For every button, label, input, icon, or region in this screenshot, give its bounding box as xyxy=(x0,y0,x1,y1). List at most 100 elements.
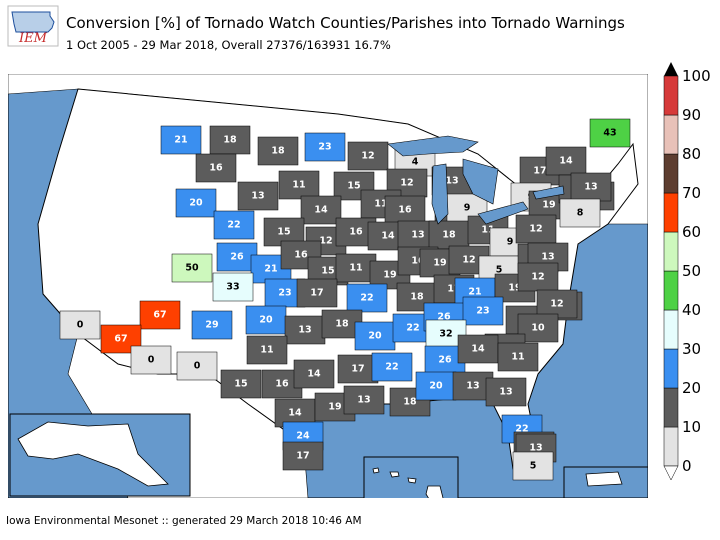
region-fill xyxy=(536,289,578,319)
region-fill xyxy=(545,146,587,176)
map-regions: 21 18 16 18 23 12 4 43 20 13 11 15 12 13 17 14 22 14 11 16 1… xyxy=(59,118,631,481)
region-fill xyxy=(346,283,388,313)
region-fill xyxy=(512,451,554,481)
region-label: 13 xyxy=(298,325,311,336)
region-fill xyxy=(335,253,377,283)
region-label: 13 xyxy=(466,381,479,392)
region-label: 14 xyxy=(381,231,395,242)
region-fill xyxy=(497,342,539,372)
region-50: 33 xyxy=(212,272,254,302)
region-label: 9 xyxy=(507,237,514,248)
region-fill xyxy=(216,242,258,272)
region-95: 17 xyxy=(282,441,324,471)
region-label: 17 xyxy=(533,166,546,177)
region-fill xyxy=(457,334,499,364)
lake-michigan xyxy=(431,163,449,225)
region-35: 12 xyxy=(515,214,557,244)
region-fill xyxy=(515,214,557,244)
colorbar-tick-90: 90 xyxy=(682,106,701,124)
region-8: 20 xyxy=(175,188,217,218)
region-label: 17 xyxy=(351,364,364,375)
puerto-rico-inset xyxy=(563,466,648,498)
region-36: 8 xyxy=(559,198,601,228)
region-61: 29 xyxy=(191,310,233,340)
region-label: 26 xyxy=(230,252,244,263)
region-label: 19 xyxy=(433,258,446,269)
region-37: 50 xyxy=(171,253,213,283)
region-53: 22 xyxy=(346,283,388,313)
region-label: 13 xyxy=(499,387,512,398)
region-fill xyxy=(293,359,335,389)
region-fill xyxy=(139,300,181,330)
region-label: 24 xyxy=(296,431,310,442)
region-77: 0 xyxy=(130,345,172,375)
lake-erie xyxy=(477,201,529,225)
region-fill xyxy=(559,198,601,228)
region-fill xyxy=(300,195,342,225)
region-fill xyxy=(428,220,470,250)
region-label: 14 xyxy=(307,369,321,380)
region-fill xyxy=(191,310,233,340)
region-fill xyxy=(296,278,338,308)
region-label: 14 xyxy=(559,156,573,167)
colorbar-swatch-4 xyxy=(663,270,679,311)
region-7: 43 xyxy=(589,118,631,148)
region-1: 18 xyxy=(209,125,251,155)
colorbar-tick-10: 10 xyxy=(682,418,701,436)
region-fill xyxy=(354,321,396,351)
region-label: 26 xyxy=(438,355,452,366)
colorbar-tick-60: 60 xyxy=(682,223,701,241)
colorbar-swatch-9 xyxy=(663,75,679,116)
region-fill xyxy=(212,272,254,302)
region-99: 5 xyxy=(512,451,554,481)
colorbar-tick-30: 30 xyxy=(682,340,701,358)
region-label: 67 xyxy=(153,310,166,321)
region-11: 15 xyxy=(333,171,375,201)
region-65: 20 xyxy=(354,321,396,351)
region-label: 13 xyxy=(411,230,424,241)
region-label: 12 xyxy=(400,178,413,189)
region-fill xyxy=(245,305,287,335)
region-label: 18 xyxy=(271,146,285,157)
colorbar-tick-70: 70 xyxy=(682,184,701,202)
region-label: 67 xyxy=(114,334,127,345)
colorbar-swatch-6 xyxy=(663,192,679,233)
region-label: 20 xyxy=(259,315,273,326)
region-42: 11 xyxy=(335,253,377,283)
region-fill xyxy=(282,441,324,471)
region-label: 22 xyxy=(360,293,373,304)
region-label: 11 xyxy=(511,352,524,363)
region-label: 19 xyxy=(383,270,396,281)
region-fill xyxy=(171,253,213,283)
region-label: 32 xyxy=(439,329,452,340)
region-fill xyxy=(517,262,559,292)
region-label: 17 xyxy=(447,284,460,295)
colorbar-swatch-3 xyxy=(663,309,679,350)
colorbar-swatch-0 xyxy=(663,426,679,467)
colorbar-ticks: 0 10 20 30 40 50 60 70 80 90 100 xyxy=(682,67,711,475)
region-label: 16 xyxy=(398,205,412,216)
region-label: 22 xyxy=(227,220,240,231)
region-0: 21 xyxy=(160,125,202,155)
hawaii-inset xyxy=(363,456,459,498)
region-label: 19 xyxy=(542,200,555,211)
region-label: 23 xyxy=(318,142,331,153)
region-58: 12 xyxy=(517,262,559,292)
region-91: 20 xyxy=(415,371,457,401)
region-label: 15 xyxy=(234,379,247,390)
region-78: 0 xyxy=(176,351,218,381)
region-label: 16 xyxy=(411,256,425,267)
colorbar: 0 10 20 30 40 50 60 70 80 90 100 xyxy=(663,62,711,481)
region-label: 12 xyxy=(361,151,374,162)
region-label: 14 xyxy=(314,205,328,216)
region-label: 50 xyxy=(185,263,199,274)
us-map: 21 18 16 18 23 12 4 43 20 13 11 15 12 13 17 14 22 14 11 16 1… xyxy=(8,74,648,498)
colorbar-tick-0: 0 xyxy=(682,457,692,475)
iem-logo: IEM xyxy=(7,5,59,47)
region-label: 12 xyxy=(462,255,475,266)
region-label: 16 xyxy=(275,379,289,390)
region-label: 5 xyxy=(530,461,537,472)
region-label: 14 xyxy=(471,344,485,355)
region-fill xyxy=(384,195,426,225)
region-74: 11 xyxy=(246,335,288,365)
